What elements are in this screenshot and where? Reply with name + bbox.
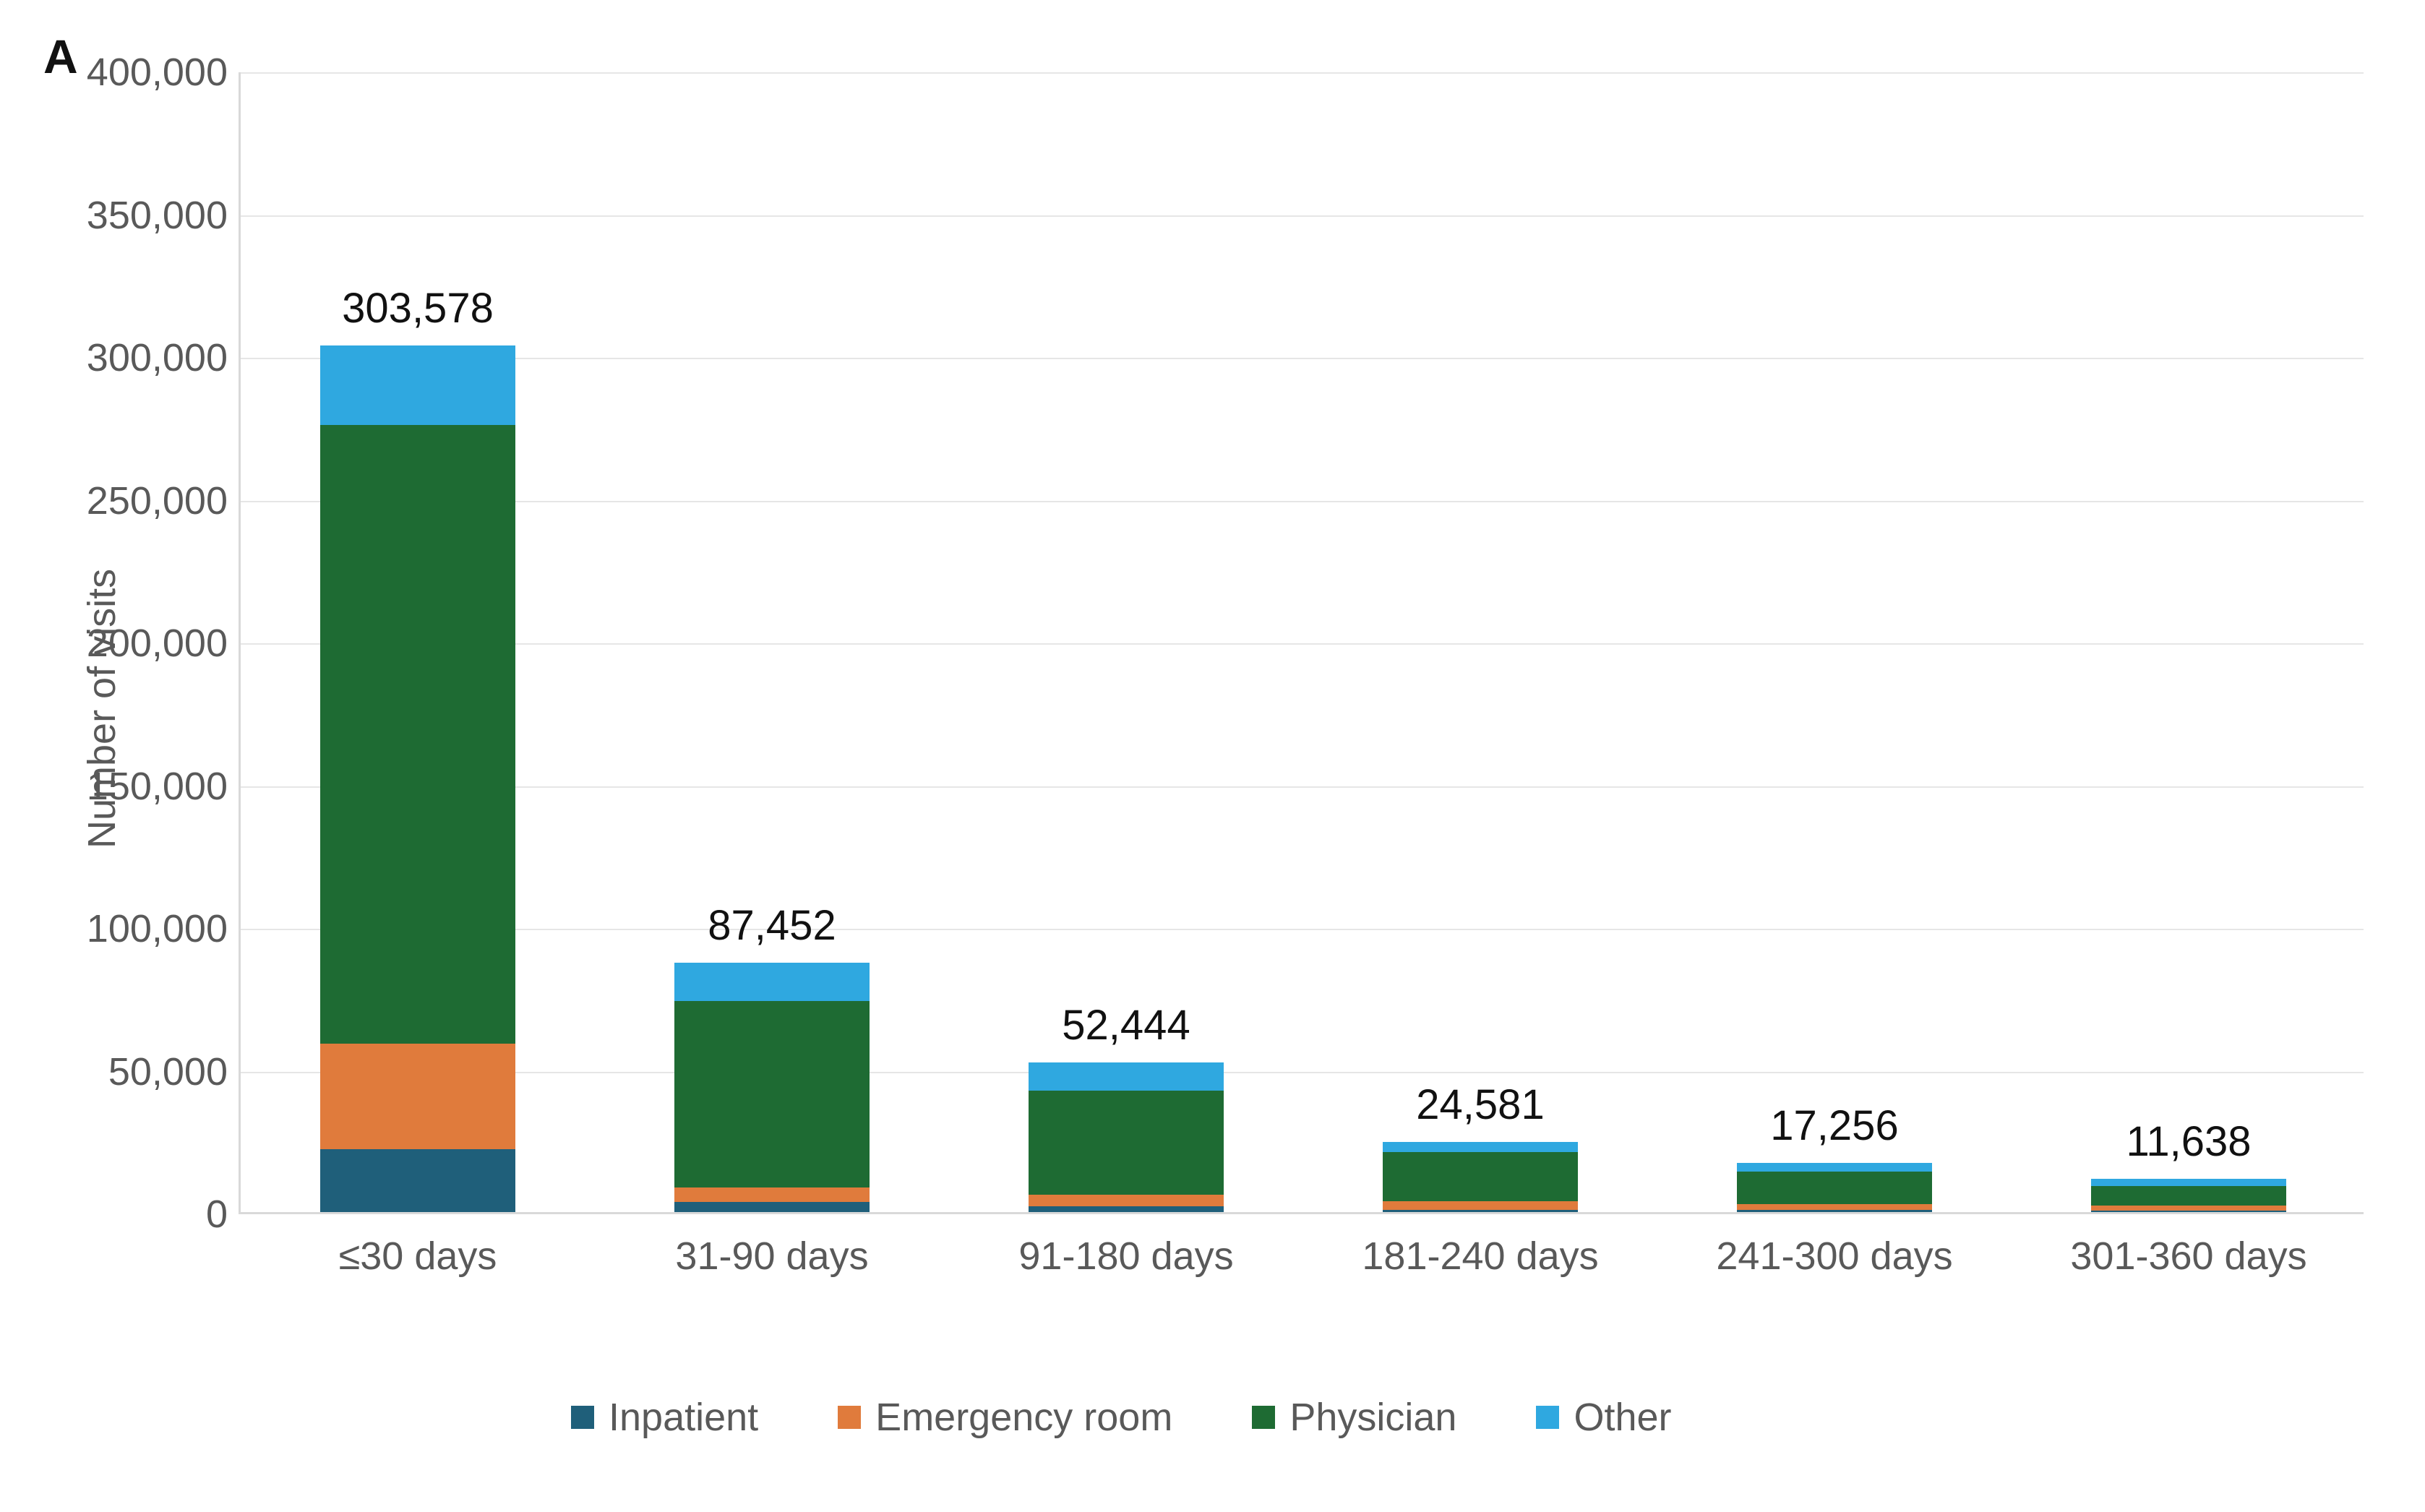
legend: Inpatient Emergency room Physician Other — [571, 1395, 1672, 1440]
bar-total-label: 11,638 — [2126, 1117, 2251, 1179]
bar-segment-physician — [320, 425, 515, 1043]
bar-segment-er — [1029, 1195, 1224, 1206]
bar-total-label: 303,578 — [342, 284, 494, 345]
bar-segment-other — [320, 345, 515, 426]
legend-swatch — [1536, 1406, 1559, 1429]
bar-segment-er — [674, 1187, 870, 1202]
y-tick-label: 0 — [206, 1192, 241, 1237]
plot-area: 050,000100,000150,000200,000250,000300,0… — [239, 72, 2364, 1214]
bar-segment-other — [1737, 1163, 1932, 1172]
bar-segment-er — [2091, 1206, 2286, 1211]
x-tick-label: 241-300 days — [1716, 1212, 1952, 1279]
figure-container: A Number of visits 050,000100,000150,000… — [0, 0, 2425, 1512]
legend-label: Other — [1574, 1395, 1671, 1440]
legend-swatch — [1252, 1406, 1275, 1429]
bar-segment-other — [2091, 1179, 2286, 1186]
gridline — [241, 929, 2364, 930]
x-tick-label: 91-180 days — [1018, 1212, 1233, 1279]
legend-item-er: Emergency room — [838, 1395, 1172, 1440]
bar-segment-other — [1029, 1062, 1224, 1091]
bar-segment-er — [320, 1044, 515, 1149]
x-tick-label: 301-360 days — [2070, 1212, 2306, 1279]
bar-total-label: 52,444 — [1062, 1001, 1190, 1062]
bar-segment-other — [674, 963, 870, 1001]
bar-segment-physician — [1737, 1172, 1932, 1204]
gridline — [241, 643, 2364, 645]
bar-segment-er — [1383, 1201, 1578, 1210]
bar-segment-physician — [674, 1001, 870, 1188]
y-tick-label: 50,000 — [108, 1049, 241, 1094]
y-tick-label: 100,000 — [87, 906, 241, 951]
bar-group: 52,444 — [1029, 1062, 1224, 1212]
bar-segment-inpatient — [674, 1202, 870, 1212]
bar-segment-inpatient — [1029, 1206, 1224, 1212]
bar-segment-er — [1737, 1204, 1932, 1211]
bar-total-label: 24,581 — [1416, 1081, 1544, 1142]
bar-group: 11,638 — [2091, 1179, 2286, 1212]
bar-segment-other — [1383, 1142, 1578, 1152]
x-tick-label: ≤30 days — [339, 1212, 497, 1279]
bar-group: 24,581 — [1383, 1142, 1578, 1212]
panel-label: A — [43, 29, 78, 84]
x-tick-label: 31-90 days — [675, 1212, 868, 1279]
bar-segment-physician — [1383, 1152, 1578, 1201]
bar-group: 17,256 — [1737, 1163, 1932, 1212]
legend-item-physician: Physician — [1252, 1395, 1456, 1440]
legend-item-inpatient: Inpatient — [571, 1395, 758, 1440]
y-tick-label: 150,000 — [87, 764, 241, 809]
x-tick-label: 181-240 days — [1362, 1212, 1598, 1279]
y-tick-label: 300,000 — [87, 335, 241, 380]
y-tick-label: 400,000 — [87, 50, 241, 95]
legend-item-other: Other — [1536, 1395, 1671, 1440]
y-tick-label: 200,000 — [87, 621, 241, 666]
legend-swatch — [571, 1406, 594, 1429]
y-tick-label: 250,000 — [87, 478, 241, 523]
bar-group: 303,578 — [320, 345, 515, 1212]
gridline — [241, 72, 2364, 74]
legend-label: Emergency room — [875, 1395, 1172, 1440]
gridline — [241, 786, 2364, 788]
gridline — [241, 1072, 2364, 1073]
gridline — [241, 215, 2364, 217]
bar-segment-inpatient — [320, 1149, 515, 1212]
bar-total-label: 87,452 — [708, 901, 836, 963]
gridline — [241, 358, 2364, 359]
bar-group: 87,452 — [674, 963, 870, 1212]
legend-swatch — [838, 1406, 861, 1429]
bar-total-label: 17,256 — [1770, 1101, 1898, 1163]
bar-segment-physician — [1029, 1091, 1224, 1195]
legend-label: Inpatient — [609, 1395, 758, 1440]
gridline — [241, 501, 2364, 502]
legend-label: Physician — [1289, 1395, 1456, 1440]
bar-segment-physician — [2091, 1186, 2286, 1206]
y-tick-label: 350,000 — [87, 193, 241, 238]
